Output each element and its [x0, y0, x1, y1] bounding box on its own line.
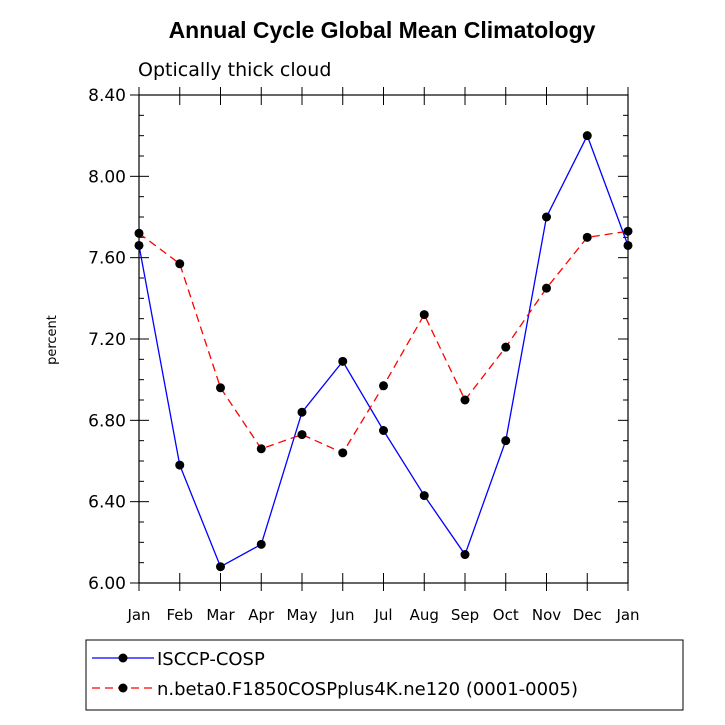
- plot-frame: [138, 94, 629, 584]
- data-point: [542, 283, 551, 293]
- data-point: [542, 212, 551, 222]
- series-1: [134, 131, 633, 572]
- x-tick-label: Oct: [493, 606, 519, 624]
- data-point: [379, 381, 388, 391]
- series-line: [138, 230, 629, 454]
- data-point: [623, 226, 633, 236]
- x-tick-label: Apr: [248, 606, 275, 624]
- x-tick-label: Jun: [330, 606, 354, 624]
- data-point: [419, 310, 429, 320]
- series-line: [138, 134, 629, 568]
- x-tick-label: Feb: [166, 606, 193, 624]
- x-tick-label: Sep: [451, 606, 479, 624]
- y-ticks: 6.00 6.40 6.80 7.20 7.60 8.00 8.40: [88, 86, 628, 594]
- data-point: [338, 448, 348, 458]
- data-point: [582, 131, 592, 141]
- x-tick-label: Jul: [373, 606, 392, 624]
- x-tick-label: May: [286, 606, 317, 624]
- legend-marker: [118, 653, 128, 663]
- y-tick-label: 6.40: [88, 493, 126, 513]
- x-tick-label: Aug: [410, 606, 439, 624]
- legend: ISCCP-COSP n.beta0.F1850COSPplus4K.ne120 …: [85, 639, 684, 711]
- data-point: [460, 395, 470, 405]
- y-tick-label: 7.60: [88, 249, 126, 269]
- chart-title: Annual Cycle Global Mean Climatology: [169, 17, 596, 43]
- data-point: [175, 460, 185, 470]
- data-point: [379, 426, 388, 435]
- series-layer: [134, 131, 633, 572]
- y-tick-label: 8.00: [88, 167, 126, 187]
- data-point: [623, 240, 633, 250]
- data-point: [256, 444, 266, 454]
- data-point: [501, 342, 511, 352]
- y-axis-label: percent: [45, 315, 60, 365]
- y-tick-label: 6.80: [88, 411, 126, 431]
- chart-subtitle: Optically thick cloud: [138, 59, 331, 81]
- data-point: [134, 228, 144, 238]
- y-tick-label: 8.40: [88, 86, 126, 106]
- data-point: [297, 407, 307, 417]
- data-point: [216, 383, 225, 393]
- legend-box: [85, 639, 684, 711]
- data-point: [460, 550, 470, 560]
- legend-label: ISCCP-COSP: [157, 649, 265, 670]
- plot-border: [138, 94, 629, 584]
- legend-marker: [118, 683, 128, 693]
- y-tick-label: 7.20: [88, 330, 126, 350]
- data-point: [134, 240, 144, 250]
- data-point: [419, 491, 429, 501]
- x-tick-label: Jan: [615, 606, 639, 624]
- x-ticks: Jan Feb Mar Apr May Jun Jul Aug Sep Oct Nov Dec Jan: [126, 87, 640, 624]
- x-tick-label: Nov: [532, 606, 561, 624]
- data-point: [175, 259, 185, 269]
- x-tick-label: Jan: [126, 606, 150, 624]
- legend-label: n.beta0.F1850COSPplus4K.ne120 (0001-0005…: [157, 679, 578, 700]
- x-tick-label: Dec: [573, 606, 602, 624]
- data-point: [338, 356, 348, 366]
- data-point: [256, 539, 266, 549]
- y-tick-label: 6.00: [88, 574, 126, 594]
- data-point: [297, 430, 307, 440]
- data-point: [216, 562, 225, 572]
- data-point: [501, 436, 511, 446]
- series-2: [134, 226, 633, 458]
- data-point: [582, 232, 592, 242]
- x-tick-label: Mar: [206, 606, 235, 624]
